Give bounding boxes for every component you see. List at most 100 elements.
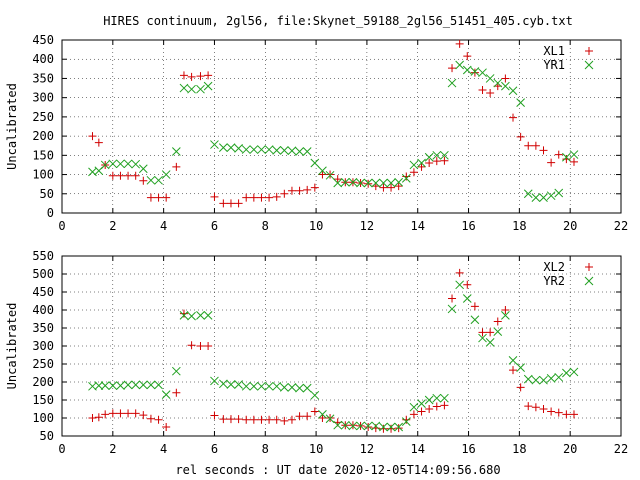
data-point [196,84,205,94]
data-point [417,162,426,171]
data-point [154,175,163,185]
data-point [387,424,396,433]
data-point [326,414,335,422]
data-point [379,422,388,432]
x-tick-label: 16 [461,219,475,233]
data-point [88,414,97,422]
x-tick-label: 2 [109,442,116,456]
data-point [363,421,373,431]
data-point [493,327,503,336]
data-point [371,178,381,188]
series-xl2 [88,268,578,433]
y-tick-label: 450 [32,33,54,47]
data-point [116,381,125,390]
data-point [470,68,479,77]
data-point [179,311,189,320]
y-tick-label: 100 [32,411,54,425]
data-point [432,157,441,166]
data-point [265,193,274,202]
data-point [478,85,487,94]
data-point [463,280,472,289]
data-point [100,381,110,390]
data-point [171,366,181,376]
data-point [524,141,533,150]
data-point [265,415,274,424]
data-point [179,71,188,80]
data-point [348,177,358,187]
data-point [249,193,258,202]
data-point [455,268,464,277]
data-point [516,363,525,372]
x-tick-label: 6 [211,442,218,456]
data-point [187,311,196,321]
x-tick-label: 12 [360,442,374,456]
data-point [162,423,171,431]
y-tick-label: 50 [40,429,54,443]
data-point [123,159,133,169]
data-point [234,415,243,424]
data-point [425,159,434,168]
series-yr2 [88,280,579,432]
data-point [249,415,258,424]
data-point [425,405,434,413]
x-tick-label: 8 [262,442,269,456]
data-point [424,395,434,405]
data-point [562,152,571,162]
y-tick-label: 200 [32,129,54,143]
data-point [386,178,396,188]
data-point [448,64,457,73]
data-point [139,411,148,420]
data-point [348,421,357,430]
y-tick-label: 50 [40,187,54,201]
data-point [371,421,381,431]
data-point [280,416,289,425]
data-point [554,150,563,159]
data-point [562,155,571,164]
data-point [161,170,171,179]
data-point [447,304,457,314]
data-point [146,175,156,185]
data-point [531,403,540,412]
data-point [455,39,464,48]
x-tick-label: 2 [109,219,116,233]
data-point [116,409,125,418]
data-point [402,415,411,424]
data-point [249,145,259,154]
data-point [234,144,243,153]
data-point [241,145,251,154]
data-point [501,311,510,320]
data-point [547,407,556,416]
x-tick-label: 6 [211,219,218,233]
data-point [348,421,358,431]
data-point [485,338,495,347]
data-point [196,311,205,320]
data-point [172,162,181,171]
data-point [108,171,117,180]
data-point [448,294,457,303]
data-point [210,411,219,420]
legend-marker [585,47,593,55]
data-point [116,159,125,169]
y-tick-label: 450 [32,285,54,299]
y-tick-label: 250 [32,357,54,371]
data-point [379,424,388,433]
data-point [531,375,541,385]
data-point [478,333,487,343]
data-point [485,74,495,83]
legend-label: XL1 [543,44,565,58]
data-point [295,383,304,393]
data-point [234,380,243,389]
data-point [539,405,548,413]
data-point [562,368,571,378]
data-point [242,415,251,424]
data-point [123,380,133,390]
data-point [279,145,289,155]
data-point [569,410,578,419]
data-point [478,328,487,337]
legend-marker [584,276,594,286]
y-tick-label: 300 [32,339,54,353]
data-point [455,60,465,70]
data-point [287,146,297,156]
data-point [516,132,525,141]
data-point [516,383,525,392]
